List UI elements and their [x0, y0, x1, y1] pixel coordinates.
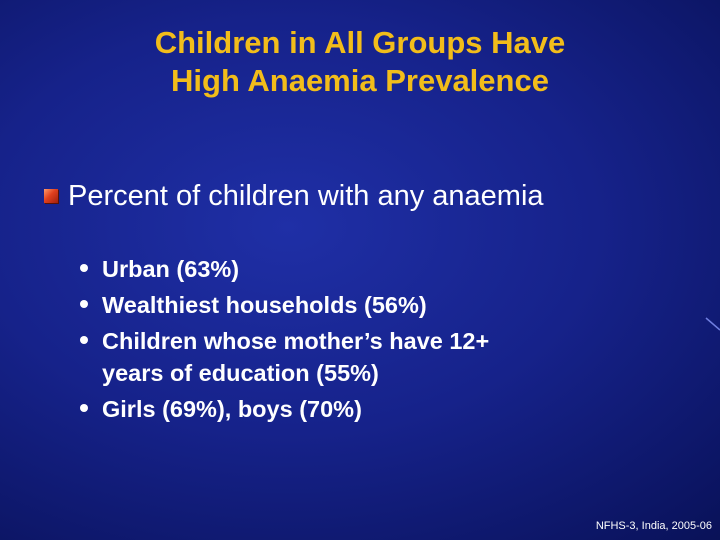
- list-item-text: Girls (69%), boys (70%): [102, 396, 362, 422]
- list-item: Girls (69%), boys (70%): [76, 393, 489, 425]
- list-item: Wealthiest households (56%): [76, 289, 489, 321]
- dot-bullet-icon: [80, 264, 88, 272]
- list-item-text: Urban (63%): [102, 256, 240, 282]
- list-item-text-continued: years of education (55%): [102, 360, 379, 386]
- bullet-list: Urban (63%) Wealthiest households (56%) …: [76, 253, 489, 425]
- list-item-text: Wealthiest households (56%): [102, 292, 427, 318]
- source-footer: NFHS-3, India, 2005-06: [595, 520, 712, 532]
- list-item: Children whose mother’s have 12+ years o…: [76, 325, 489, 389]
- title-line-2: High Anaemia Prevalence: [171, 63, 549, 98]
- dot-bullet-icon: [80, 300, 88, 308]
- section-heading: Percent of children with any anaemia: [44, 176, 544, 216]
- section-heading-text: Percent of children with any anaemia: [68, 179, 544, 212]
- square-bullet-icon: [44, 189, 58, 203]
- slide-title: Children in All Groups Have High Anaemia…: [0, 24, 720, 100]
- dot-bullet-icon: [80, 404, 88, 412]
- title-line-1: Children in All Groups Have: [154, 25, 566, 60]
- list-item-text: Children whose mother’s have 12+: [102, 328, 490, 354]
- list-item: Urban (63%): [76, 253, 489, 285]
- dot-bullet-icon: [80, 336, 88, 344]
